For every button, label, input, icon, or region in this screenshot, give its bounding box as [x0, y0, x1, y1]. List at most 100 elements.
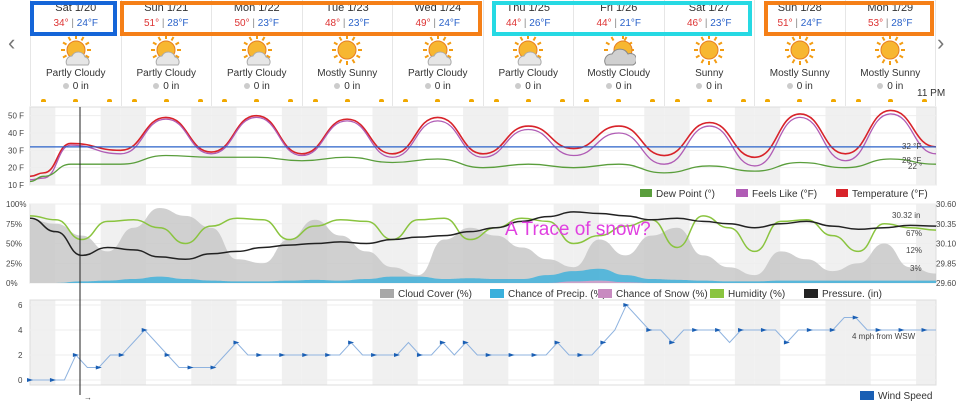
y-tick-label: 100% [6, 200, 26, 209]
wind-speed-line [30, 304, 936, 381]
night-band [191, 300, 212, 385]
condition-text: Sunny [695, 68, 724, 79]
low-temp: 24°F [438, 18, 461, 29]
y2-tick-label: 30.60 [936, 200, 957, 209]
high-temp: 50° [234, 18, 250, 29]
night-band [483, 107, 509, 185]
hourly-sun-icon [435, 99, 440, 102]
forecast-day[interactable]: Sun 1/21 51° | 28°F Partly Cloudy 0 in [122, 0, 212, 106]
condition-text: Partly Cloudy [46, 68, 106, 79]
hourly-sun-icon [107, 99, 112, 102]
night-band [100, 300, 121, 385]
night-band [825, 107, 846, 185]
forecast-day[interactable]: Wed 1/24 49° | 24°F Partly Cloudy 0 in [393, 0, 484, 106]
day-temps: 49° | 24°F [415, 18, 461, 29]
hourly-dots [665, 98, 755, 104]
raindrop-icon [243, 83, 250, 90]
hourly-sun-icon [921, 99, 927, 102]
day-name: Thu 1/25 [506, 2, 550, 14]
high-temp: 44° [596, 18, 612, 29]
day-name: Mon 1/29 [867, 2, 914, 14]
condition-text: Mostly Cloudy [587, 68, 651, 79]
wind-direction-arrow [462, 340, 469, 345]
current-cloud-label: 12% [906, 246, 922, 255]
wind-direction-arrow [577, 353, 584, 357]
wind-direction-arrow [623, 303, 630, 307]
forecast-day[interactable]: Tue 1/23 48° | 23°F Mostly Sunny 0 in [303, 0, 393, 106]
hourly-dots [484, 98, 574, 104]
night-band [573, 300, 599, 385]
hourly-sun-icon [831, 99, 836, 102]
night-band [553, 300, 574, 385]
next-arrow[interactable]: › [937, 30, 945, 55]
night-band [372, 107, 393, 185]
wind-direction-arrow [669, 340, 676, 345]
wind-direction-arrow [187, 365, 194, 370]
hourly-sun-icon [887, 99, 893, 102]
raindrop-icon [424, 83, 431, 90]
temp-series-line [29, 154, 937, 183]
night-band [281, 107, 302, 185]
night-band [644, 300, 665, 385]
day-name: Wed 1/24 [414, 2, 462, 14]
wind-direction-arrow [141, 328, 148, 332]
night-band [664, 300, 690, 385]
forecast-day[interactable]: Sun 1/28 51° | 24°F Mostly Sunny 0 in [755, 0, 846, 106]
night-band [916, 107, 936, 185]
hourly-sun-icon [797, 99, 802, 102]
precip-amount: 0 in [665, 81, 755, 93]
legend-label: Feels Like (°F) [752, 189, 817, 200]
day-name: Sun 1/28 [777, 2, 822, 14]
wind-direction-arrow [531, 353, 538, 357]
low-temp: 26°F [529, 18, 551, 29]
forecast-day[interactable]: Thu 1/25 44° | 26°F Partly Cloudy 0 in [484, 0, 574, 106]
forecast-day[interactable]: Mon 1/22 50° | 23°F Partly Cloudy 0 in [212, 0, 303, 106]
night-band [100, 107, 121, 185]
hourly-sun-icon [403, 99, 408, 102]
humidity-line [29, 215, 937, 253]
wind-direction-arrow [921, 328, 928, 332]
night-band [483, 300, 509, 385]
night-band [281, 300, 302, 385]
forecast-day[interactable]: Mon 1/29 53° | 28°F Mostly Sunny 0 in [846, 0, 936, 106]
forecast-day[interactable]: Sat 1/27 46° | 23°F Sunny 0 in [665, 0, 755, 106]
hourly-sun-icon [765, 99, 770, 102]
day-name: Tue 1/23 [325, 2, 369, 14]
current-temp-label: 32 °F [902, 142, 921, 151]
forecast-day[interactable]: Fri 1/26 44° | 21°F Mostly Cloudy 0 in [574, 0, 665, 106]
hourly-dots [122, 98, 212, 104]
precip-amount: 0 in [574, 81, 664, 93]
y-tick-label: 0 [18, 376, 23, 385]
time-arrow: → [84, 393, 92, 402]
wind-direction-arrow [302, 353, 309, 357]
legend-swatch [836, 189, 848, 197]
day-name: Sun 1/21 [144, 2, 189, 14]
previous-arrow[interactable]: ‹ [8, 30, 16, 55]
hourly-dots [31, 98, 121, 104]
sun-icon [332, 35, 363, 65]
legend-swatch [598, 289, 612, 298]
night-band [301, 107, 328, 185]
current-pressure-label: 30.32 in [892, 211, 920, 220]
hourly-dots [212, 98, 302, 104]
legend-label: Cloud Cover (%) [398, 289, 472, 300]
high-temp: 48° [324, 18, 341, 29]
hourly-sun-icon [378, 99, 384, 102]
condition-text: Partly Cloudy [136, 68, 196, 79]
legend-swatch [860, 391, 874, 400]
y-tick-label: 50% [6, 240, 22, 249]
night-band [392, 300, 418, 385]
wind-direction-arrow [164, 353, 171, 357]
hourly-sun-icon [469, 99, 474, 102]
hourly-dots [393, 98, 483, 104]
y-tick-label: 2 [18, 351, 23, 360]
low-temp: 21°F [619, 18, 642, 29]
night-band [30, 300, 56, 385]
precip-amount: 0 in [31, 81, 121, 93]
wind-direction-arrow [738, 328, 745, 332]
forecast-day[interactable]: Sat 1/20 34° | 24°F Partly Cloudy 0 in [30, 0, 122, 106]
y2-tick-label: 30.10 [936, 240, 957, 249]
y-tick-label: 10 F [8, 181, 24, 190]
night-band [191, 107, 212, 185]
condition-text: Mostly Sunny [769, 68, 830, 79]
